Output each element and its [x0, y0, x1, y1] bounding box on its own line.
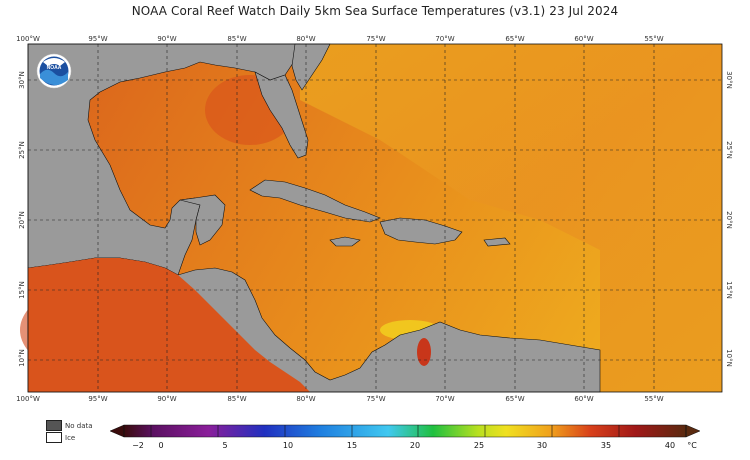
lon-label: 70°W — [435, 395, 454, 403]
colorbar-svg: −2 0 5 10 15 20 25 30 35 40 °C — [109, 424, 701, 450]
lon-label: 95°W — [88, 35, 107, 43]
pacific-ocean — [28, 258, 310, 392]
colorbar-tick-label: 25 — [474, 441, 484, 450]
lon-label: 90°W — [157, 35, 176, 43]
colorbar-left-arrow — [109, 424, 125, 438]
map-frame — [27, 43, 723, 393]
lon-label: 70°W — [435, 35, 454, 43]
us-east-coast-land — [291, 43, 331, 91]
lon-label: 100°W — [16, 395, 40, 403]
colorbar-right-arrow — [685, 424, 701, 438]
latitude-labels-right: 30°N 25°N 20°N 15°N 10°N — [725, 71, 733, 367]
lon-label: 60°W — [574, 35, 593, 43]
colorbar-tick-label: 10 — [283, 441, 293, 450]
ice-swatch — [46, 432, 62, 443]
puerto-rico-land — [483, 237, 511, 247]
lon-label: 85°W — [227, 395, 246, 403]
colorbar: −2 0 5 10 15 20 25 30 35 40 °C — [109, 424, 701, 454]
colorbar-tick-label: −2 — [132, 441, 144, 450]
lat-label: 20°N — [18, 211, 26, 229]
lon-label: 55°W — [644, 395, 663, 403]
lon-label: 100°W — [16, 35, 40, 43]
noaa-logo-icon: NOAA — [36, 53, 72, 89]
lat-label: 25°N — [18, 141, 26, 159]
ice-legend: Ice — [46, 432, 75, 443]
noaa-logo-text: NOAA — [47, 65, 62, 71]
lon-label: 85°W — [227, 35, 246, 43]
colorbar-tick-label: 5 — [222, 441, 227, 450]
lon-label: 65°W — [505, 395, 524, 403]
lon-label: 80°W — [296, 395, 315, 403]
lon-label: 55°W — [644, 35, 663, 43]
no-data-legend: No data — [46, 420, 93, 431]
lon-label: 65°W — [505, 35, 524, 43]
atlantic-ocean-region — [300, 44, 722, 392]
no-data-label: No data — [65, 421, 93, 430]
jamaica-land — [329, 236, 361, 247]
hispaniola-land — [379, 217, 463, 245]
colorbar-ticks — [123, 425, 687, 437]
lat-label: 10°N — [18, 349, 26, 367]
lat-label: 15°N — [725, 281, 733, 299]
colorbar-unit-label: °C — [687, 441, 697, 450]
lat-label: 15°N — [18, 281, 26, 299]
longitude-labels-bottom: 100°W 95°W 90°W 85°W 80°W 75°W 70°W 65°W… — [16, 395, 664, 403]
lat-label: 30°N — [18, 71, 26, 89]
lat-label: 25°N — [725, 141, 733, 159]
colorbar-tick-label: 40 — [665, 441, 675, 450]
lake-maracaibo — [417, 338, 431, 366]
map-title: NOAA Coral Reef Watch Daily 5km Sea Surf… — [131, 4, 619, 18]
lat-label: 20°N — [725, 211, 733, 229]
colorbar-tick-label: 20 — [410, 441, 420, 450]
colorbar-tick-label: 15 — [347, 441, 357, 450]
lat-label: 10°N — [725, 349, 733, 367]
lon-label: 75°W — [366, 395, 385, 403]
no-data-swatch — [46, 420, 62, 431]
lon-label: 80°W — [296, 35, 315, 43]
colorbar-tick-label: 35 — [601, 441, 611, 450]
graticule — [28, 44, 722, 392]
lon-label: 75°W — [366, 35, 385, 43]
colorbar-gradient — [123, 424, 687, 438]
longitude-labels-top: 100°W 95°W 90°W 85°W 80°W 75°W 70°W 65°W… — [16, 35, 664, 43]
lat-label: 30°N — [725, 71, 733, 89]
lon-label: 95°W — [88, 395, 107, 403]
colorbar-tick-label: 0 — [158, 441, 163, 450]
ice-label: Ice — [65, 433, 76, 442]
colorbar-tick-label: 30 — [537, 441, 547, 450]
lon-label: 60°W — [574, 395, 593, 403]
cuba-land — [249, 179, 381, 223]
lon-label: 90°W — [157, 395, 176, 403]
latitude-labels-left: 30°N 25°N 20°N 15°N 10°N — [18, 71, 26, 367]
